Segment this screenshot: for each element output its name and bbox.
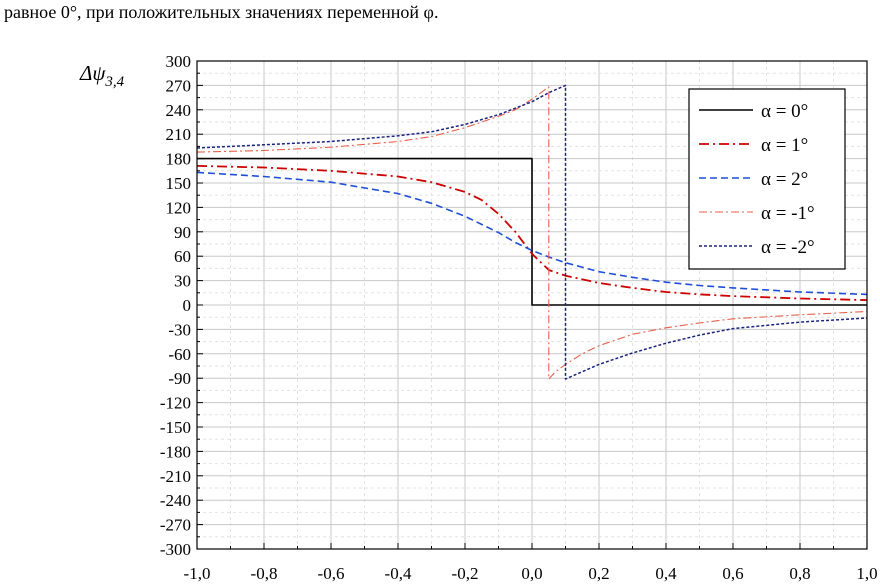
x-tick-label: 0,8 (789, 564, 810, 583)
axis-labels: Δψ3,4 (79, 61, 125, 90)
x-tick-label: 0,0 (521, 564, 542, 583)
x-tick-label: -1,0 (184, 564, 211, 583)
y-axis-label: Δψ3,4 (79, 61, 125, 90)
x-tick-label: -0,6 (318, 564, 345, 583)
y-tick-label: -90 (168, 369, 191, 388)
y-tick-label: 120 (166, 198, 192, 217)
y-tick-label: 0 (183, 296, 192, 315)
x-tick-label: 0,2 (588, 564, 609, 583)
y-tick-label: 90 (174, 223, 191, 242)
series-line (196, 86, 868, 380)
y-tick-label: -300 (160, 540, 191, 559)
y-tick-label: 30 (174, 272, 191, 291)
series-line (196, 171, 868, 296)
y-tick-label: 240 (166, 101, 192, 120)
y-tick-label: 270 (166, 76, 192, 95)
axis-ticks: -1,0 -0,8 -0,6 -0,4 -0,2 0,0 0,2 0,4 0,6 0,8 1,0 30… (160, 52, 878, 583)
legend-label: α = 2° (761, 169, 808, 190)
series-group (196, 84, 868, 380)
series-line (196, 84, 868, 380)
legend-label: α = 1° (761, 135, 808, 156)
y-tick-label: -120 (160, 394, 191, 413)
figure-caption: равное 0°, при положительных значениях п… (4, 2, 439, 22)
legend-label: α = 0° (761, 101, 808, 122)
x-tick-label: 1,0 (856, 564, 877, 583)
y-tick-label: -270 (160, 516, 191, 535)
y-tick-label: -180 (160, 442, 191, 461)
y-tick-label: 300 (166, 52, 192, 71)
x-tick-label: 0,4 (655, 564, 677, 583)
y-tick-label: 60 (174, 247, 191, 266)
y-tick-label: -240 (160, 491, 191, 510)
x-tick-label: 0,6 (722, 564, 743, 583)
y-tick-label: 150 (166, 174, 192, 193)
legend-label: α = -2° (761, 237, 815, 258)
series-line (196, 165, 868, 301)
legend: α = 0° α = 1° α = 2° α = -1° α = -2° (688, 88, 846, 270)
x-tick-label: -0,4 (385, 564, 412, 583)
y-tick-label: -30 (168, 320, 191, 339)
series-line (197, 157, 867, 306)
x-tick-label: -0,2 (452, 564, 479, 583)
legend-label: α = -1° (761, 203, 815, 224)
y-tick-label: 180 (166, 150, 192, 169)
y-tick-label: -60 (168, 345, 191, 364)
x-tick-label: -0,8 (251, 564, 278, 583)
y-tick-label: 210 (166, 125, 192, 144)
y-tick-label: -150 (160, 418, 191, 437)
y-tick-label: -210 (160, 467, 191, 486)
legend-box (688, 88, 846, 270)
